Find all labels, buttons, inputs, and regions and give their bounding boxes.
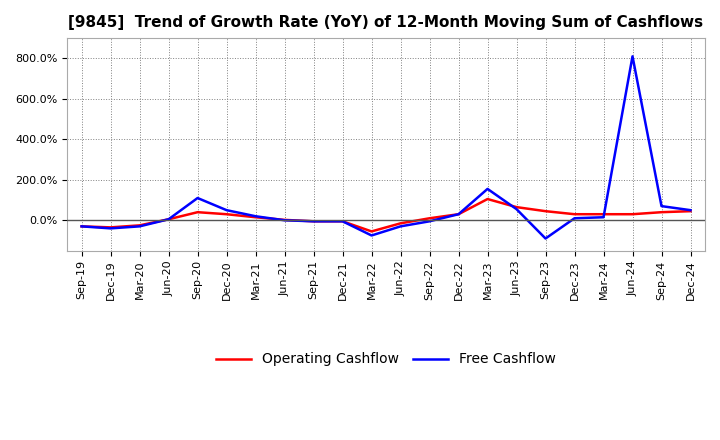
Free Cashflow: [164, 216, 173, 222]
Free Cashflow: [396, 224, 405, 229]
Operating Cashflow: [541, 209, 550, 214]
Operating Cashflow: [280, 217, 289, 223]
Operating Cashflow: [367, 229, 376, 234]
Free Cashflow: [367, 233, 376, 238]
Operating Cashflow: [77, 224, 86, 229]
Free Cashflow: [338, 219, 347, 224]
Operating Cashflow: [686, 209, 695, 214]
Legend: Operating Cashflow, Free Cashflow: Operating Cashflow, Free Cashflow: [211, 347, 562, 372]
Operating Cashflow: [396, 221, 405, 226]
Line: Free Cashflow: Free Cashflow: [81, 56, 690, 238]
Operating Cashflow: [426, 216, 434, 221]
Line: Operating Cashflow: Operating Cashflow: [81, 199, 690, 231]
Free Cashflow: [222, 208, 231, 213]
Operating Cashflow: [338, 219, 347, 224]
Operating Cashflow: [222, 212, 231, 217]
Free Cashflow: [686, 208, 695, 213]
Operating Cashflow: [193, 209, 202, 215]
Free Cashflow: [541, 236, 550, 241]
Free Cashflow: [77, 224, 86, 229]
Operating Cashflow: [657, 209, 666, 215]
Free Cashflow: [107, 226, 115, 231]
Title: [9845]  Trend of Growth Rate (YoY) of 12-Month Moving Sum of Cashflows: [9845] Trend of Growth Rate (YoY) of 12-…: [68, 15, 703, 30]
Operating Cashflow: [107, 225, 115, 230]
Operating Cashflow: [251, 215, 260, 220]
Operating Cashflow: [135, 223, 144, 228]
Operating Cashflow: [164, 216, 173, 222]
Operating Cashflow: [454, 212, 463, 217]
Operating Cashflow: [309, 219, 318, 224]
Operating Cashflow: [628, 212, 636, 217]
Free Cashflow: [454, 212, 463, 217]
Free Cashflow: [657, 203, 666, 209]
Free Cashflow: [483, 186, 492, 191]
Free Cashflow: [193, 195, 202, 201]
Operating Cashflow: [483, 196, 492, 202]
Operating Cashflow: [599, 212, 608, 217]
Free Cashflow: [135, 224, 144, 229]
Operating Cashflow: [512, 205, 521, 210]
Free Cashflow: [251, 213, 260, 219]
Free Cashflow: [426, 219, 434, 224]
Free Cashflow: [309, 219, 318, 224]
Free Cashflow: [280, 218, 289, 223]
Free Cashflow: [599, 215, 608, 220]
Free Cashflow: [628, 54, 636, 59]
Free Cashflow: [512, 206, 521, 212]
Free Cashflow: [570, 216, 579, 221]
Operating Cashflow: [570, 212, 579, 217]
